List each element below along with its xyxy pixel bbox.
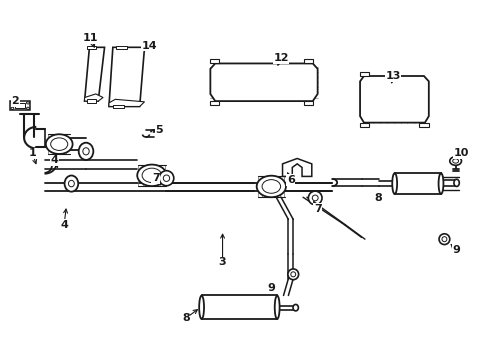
Ellipse shape <box>163 175 169 181</box>
Polygon shape <box>109 99 144 107</box>
Ellipse shape <box>290 272 295 277</box>
Polygon shape <box>359 72 368 76</box>
Text: 5: 5 <box>155 125 163 135</box>
Ellipse shape <box>64 176 78 192</box>
Bar <box>394 173 440 194</box>
Ellipse shape <box>274 296 279 319</box>
Ellipse shape <box>79 143 93 160</box>
Text: 9: 9 <box>452 245 460 255</box>
Ellipse shape <box>142 168 161 183</box>
Text: 6: 6 <box>286 175 294 185</box>
Ellipse shape <box>287 269 298 280</box>
Polygon shape <box>15 103 25 108</box>
Text: 8: 8 <box>374 193 382 203</box>
Polygon shape <box>210 59 219 63</box>
Ellipse shape <box>137 165 166 186</box>
Polygon shape <box>304 59 312 63</box>
Polygon shape <box>282 158 311 176</box>
Ellipse shape <box>308 191 322 205</box>
Ellipse shape <box>441 237 446 242</box>
Polygon shape <box>359 76 428 123</box>
Ellipse shape <box>68 180 74 187</box>
Ellipse shape <box>438 234 449 244</box>
Ellipse shape <box>159 171 173 186</box>
Ellipse shape <box>82 148 89 155</box>
Bar <box>116 45 127 49</box>
Polygon shape <box>84 94 103 101</box>
Bar <box>87 45 96 49</box>
Polygon shape <box>84 47 104 101</box>
Polygon shape <box>304 101 312 105</box>
Text: 3: 3 <box>218 257 226 267</box>
Ellipse shape <box>262 180 280 193</box>
Text: 7: 7 <box>313 204 321 214</box>
Ellipse shape <box>256 176 285 197</box>
Polygon shape <box>210 63 317 101</box>
Ellipse shape <box>199 296 203 319</box>
Text: 13: 13 <box>385 71 400 81</box>
Text: 7: 7 <box>152 173 159 183</box>
Text: 9: 9 <box>267 283 275 293</box>
Ellipse shape <box>391 173 396 194</box>
Text: 11: 11 <box>83 33 99 43</box>
Text: 4: 4 <box>60 220 68 230</box>
Text: 1: 1 <box>28 148 36 158</box>
Text: 8: 8 <box>182 313 189 323</box>
Polygon shape <box>359 123 368 127</box>
Polygon shape <box>418 123 428 127</box>
Ellipse shape <box>453 179 458 186</box>
Ellipse shape <box>292 305 298 311</box>
Ellipse shape <box>46 134 73 154</box>
Text: 14: 14 <box>142 41 157 50</box>
Polygon shape <box>10 101 30 110</box>
Circle shape <box>452 159 458 163</box>
Text: 2: 2 <box>11 96 19 106</box>
Polygon shape <box>210 101 219 105</box>
Text: 4: 4 <box>50 155 58 165</box>
Text: 10: 10 <box>453 148 468 158</box>
Polygon shape <box>109 47 144 107</box>
Bar <box>113 105 123 108</box>
Ellipse shape <box>312 195 318 201</box>
Bar <box>201 296 277 319</box>
Text: 12: 12 <box>273 53 288 63</box>
Circle shape <box>449 157 461 165</box>
Ellipse shape <box>51 138 68 150</box>
Bar <box>87 99 96 103</box>
Ellipse shape <box>438 173 443 194</box>
